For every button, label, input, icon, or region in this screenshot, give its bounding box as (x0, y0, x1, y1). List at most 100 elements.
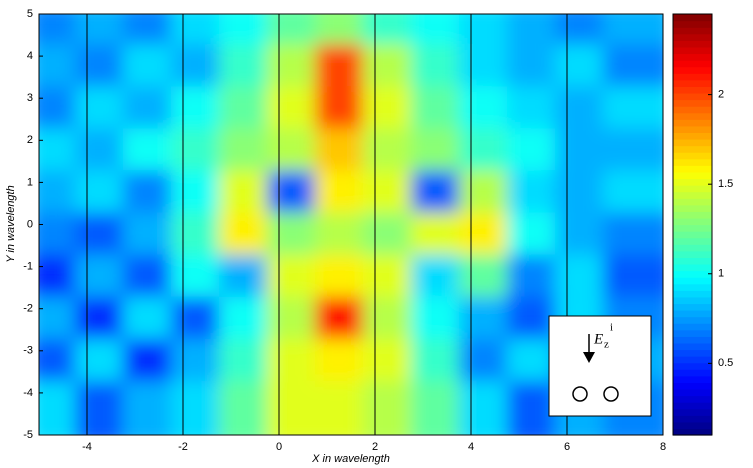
colorbar-swatch (673, 342, 712, 351)
colorbar-swatch (673, 60, 712, 68)
colorbar-swatch (673, 356, 712, 364)
colorbar-swatch (673, 217, 712, 226)
colorbar-swatch (673, 408, 712, 416)
colorbar: 0.5 1 1.5 2 (672, 13, 733, 436)
y-tick-label: 1 (27, 176, 33, 188)
colorbar-swatch (673, 421, 712, 430)
y-tick-label: 2 (27, 134, 33, 146)
colorbar-swatch (673, 185, 712, 193)
colorbar-swatch (673, 316, 712, 324)
colorbar-swatch (673, 165, 712, 173)
arrow-head (583, 352, 595, 363)
colorbar-swatch (673, 257, 712, 265)
colorbar-swatch (673, 66, 712, 74)
colorbar-swatch (673, 211, 712, 219)
colorbar-swatch (673, 46, 712, 55)
colorbar-swatch (673, 349, 712, 357)
field-subscript: z (604, 339, 609, 351)
cylinder (603, 386, 619, 402)
colorbar-swatch (673, 138, 712, 147)
colorbar-swatch (673, 362, 712, 370)
field-superscript: i (610, 322, 613, 334)
colorbar-swatch (673, 336, 712, 344)
colorbar-swatch (673, 415, 712, 423)
field-symbol: E (593, 331, 603, 347)
x-tick-label: -4 (82, 441, 92, 453)
y-tick-label: 4 (27, 50, 33, 62)
colorbar-swatch (673, 198, 712, 206)
colorbar-swatch (673, 388, 712, 397)
colorbar-swatch (673, 191, 712, 199)
colorbar-swatch (673, 99, 712, 107)
colorbar-swatch (673, 290, 712, 298)
colorbar-swatch (673, 20, 712, 28)
colorbar-swatch (673, 277, 712, 285)
colorbar-swatch (673, 323, 712, 331)
colorbar-swatch (673, 79, 712, 87)
colorbar-swatch (673, 237, 712, 245)
colorbar-swatch (673, 250, 712, 258)
x-tick-label: 2 (372, 441, 378, 453)
colorbar-tick-label: 0.5 (718, 357, 733, 369)
colorbar-swatch (673, 382, 712, 390)
x-tick-label: 8 (660, 441, 666, 453)
x-tick-label: -2 (178, 441, 188, 453)
colorbar-swatch (673, 329, 712, 337)
colorbar-swatch (673, 369, 712, 377)
y-tick-label: -5 (23, 429, 33, 441)
colorbar-swatch (673, 310, 712, 318)
colorbar-swatch (673, 112, 712, 120)
x-tick-label: 6 (564, 441, 570, 453)
y-tick-label: 5 (27, 8, 33, 20)
x-tick-label: 4 (468, 441, 474, 453)
colorbar-tick-label: 2 (718, 89, 724, 101)
y-tick-label: 0 (27, 218, 33, 230)
cylinder (572, 386, 588, 402)
colorbar-swatch (673, 244, 712, 252)
colorbar-swatch (673, 53, 712, 61)
colorbar-swatch (673, 158, 712, 166)
colorbar-swatch (673, 171, 712, 180)
colorbar-swatch (673, 303, 712, 311)
colorbar-swatch (673, 40, 712, 48)
colorbar-swatch (673, 106, 712, 114)
y-axis-label: Y in wavelength (5, 185, 17, 262)
colorbar-swatch (673, 296, 712, 305)
colorbar-swatch (673, 33, 712, 41)
y-tick-label: -4 (23, 387, 33, 399)
colorbar-swatch (673, 204, 712, 212)
colorbar-swatch (673, 231, 712, 239)
colorbar-swatch (673, 119, 712, 127)
x-tick-label: 0 (276, 441, 282, 453)
colorbar-swatch (673, 283, 712, 291)
colorbar-swatch (673, 125, 712, 134)
colorbar-swatch (673, 14, 712, 22)
colorbar-swatch (673, 375, 712, 383)
colorbar-swatch (673, 145, 712, 153)
colorbar-swatch (673, 86, 712, 94)
colorbar-swatch (673, 152, 712, 160)
x-axis-label: X in wavelength (311, 453, 390, 465)
colorbar-swatch (673, 132, 712, 140)
colorbar-frame (672, 13, 713, 436)
y-tick-label: -3 (23, 345, 33, 357)
colorbar-swatch (673, 263, 712, 272)
colorbar-swatch (673, 428, 712, 436)
colorbar-swatch (673, 27, 712, 35)
colorbar-tick-label: 1 (718, 268, 724, 280)
inset-box (548, 315, 652, 417)
y-tick-label: -1 (23, 261, 33, 273)
inset: E z i (548, 315, 652, 417)
colorbar-swatch (673, 395, 712, 403)
y-tick-label: -2 (23, 303, 33, 315)
colorbar-tick-label: 1.5 (718, 178, 733, 190)
colorbar-swatch (673, 92, 712, 101)
y-tick-label: 3 (27, 92, 33, 104)
colorbar-swatch (673, 224, 712, 232)
colorbar-swatch (673, 270, 712, 278)
colorbar-swatch (673, 402, 712, 410)
axes: -4 -2 0 2 4 6 8 -5 -4 -3 -2 -1 0 1 2 3 4 5 (23, 8, 666, 453)
colorbar-swatch (673, 73, 712, 81)
colorbar-swatch (673, 178, 712, 186)
